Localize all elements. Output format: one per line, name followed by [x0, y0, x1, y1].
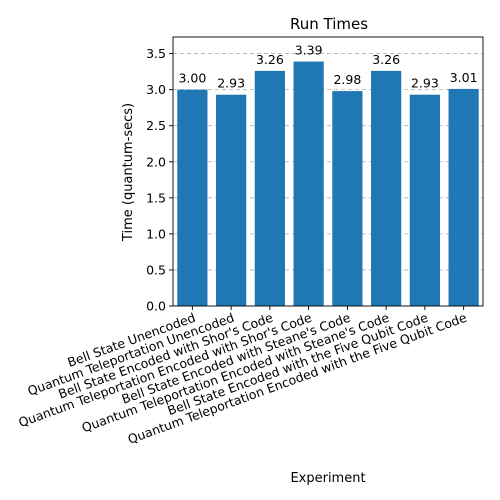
bar	[332, 91, 363, 306]
y-tick-label: 3.0	[146, 82, 166, 97]
y-tick-label: 1.0	[146, 226, 166, 241]
y-tick-label: 2.5	[146, 118, 166, 133]
axes	[169, 36, 484, 310]
bar-value-label: 2.93	[411, 76, 439, 91]
y-tick-label: 0.0	[146, 299, 166, 314]
y-tick-label: 3.5	[146, 46, 166, 61]
bar	[409, 94, 440, 306]
bar	[448, 88, 479, 307]
y-tick-label: 0.5	[146, 262, 166, 277]
bar	[293, 61, 324, 306]
bars	[177, 61, 479, 307]
chart-title: Run Times	[290, 15, 368, 33]
bar	[216, 94, 247, 306]
bar-value-labels: 3.00 2.93 3.26 3.39 2.98 3.26 2.93 3.01	[178, 43, 477, 91]
bar	[177, 89, 208, 306]
bar	[371, 70, 402, 306]
y-tick-label: 1.5	[146, 190, 166, 205]
bar-value-label: 3.26	[256, 52, 284, 67]
plot-frame	[172, 36, 484, 307]
bar	[254, 70, 285, 306]
bar-value-label: 3.39	[295, 43, 323, 58]
bar-value-label: 2.93	[217, 76, 245, 91]
bar-value-label: 3.00	[178, 71, 206, 86]
y-tick-label: 2.0	[146, 154, 166, 169]
x-axis-label: Experiment	[290, 471, 365, 486]
bar-value-label: 3.01	[450, 70, 478, 85]
bar-value-label: 2.98	[333, 72, 361, 87]
y-tick-labels: 0.0 0.5 1.0 1.5 2.0 2.5 3.0 3.5	[146, 46, 166, 313]
bar-value-label: 3.26	[372, 52, 400, 67]
y-axis-label: Time (quantum-secs)	[121, 103, 136, 242]
